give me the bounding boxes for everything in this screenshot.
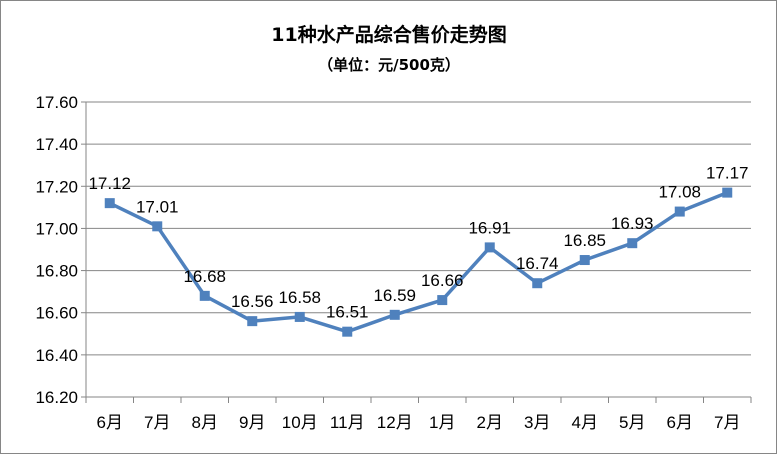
data-label: 16.66 — [421, 271, 464, 290]
data-label: 16.59 — [373, 286, 416, 305]
x-tick-label: 10月 — [282, 413, 318, 432]
y-tick-label: 17.20 — [35, 177, 78, 196]
data-point — [389, 309, 400, 320]
gridlines — [86, 101, 751, 356]
data-label: 16.91 — [468, 218, 511, 237]
x-tick-label: 7月 — [144, 413, 170, 432]
x-tick-label: 5月 — [619, 413, 645, 432]
x-tick-label: 4月 — [572, 413, 598, 432]
data-label: 17.01 — [136, 197, 179, 216]
y-tick-label: 16.60 — [35, 304, 78, 323]
data-point — [627, 238, 638, 249]
y-tick-label: 17.40 — [35, 135, 78, 154]
x-tick-label: 6月 — [667, 413, 693, 432]
y-tick-label: 17.60 — [35, 93, 78, 112]
data-point — [294, 311, 305, 322]
chart-title: 11种水产品综合售价走势图 — [271, 23, 506, 46]
data-label: 17.08 — [658, 183, 701, 202]
data-point — [579, 255, 590, 266]
data-label: 16.93 — [611, 214, 654, 233]
data-point — [104, 198, 115, 209]
x-tick-label: 9月 — [239, 413, 265, 432]
data-point — [674, 206, 685, 217]
x-tick-label: 1月 — [429, 413, 455, 432]
data-point — [247, 316, 258, 327]
y-tick-label: 17.00 — [35, 219, 78, 238]
data-label: 17.12 — [88, 174, 131, 193]
data-label: 17.17 — [706, 164, 749, 183]
axes — [81, 101, 752, 403]
chart-subtitle: （单位：元/500克） — [318, 56, 460, 74]
series-line — [108, 190, 728, 334]
series — [104, 187, 733, 337]
x-tick-label: 7月 — [714, 413, 740, 432]
x-tick-labels: 6月 7月 8月 9月 10月 11月 12月 1月 2月 3月 4月 5月 6月 7月 — [97, 413, 741, 432]
y-tick-label: 16.40 — [35, 346, 78, 365]
y-tick-label: 16.80 — [35, 262, 78, 281]
data-point — [342, 326, 353, 337]
x-tick-label: 6月 — [97, 413, 123, 432]
x-tick-label: 8月 — [192, 413, 218, 432]
data-label: 16.51 — [326, 303, 369, 322]
x-tick-label: 3月 — [524, 413, 550, 432]
data-point — [722, 187, 733, 198]
data-point — [437, 295, 448, 306]
data-point — [532, 278, 543, 289]
data-label: 16.56 — [231, 292, 274, 311]
x-tick-label: 12月 — [377, 413, 413, 432]
x-tick-label: 11月 — [330, 413, 365, 432]
data-point — [199, 290, 210, 301]
y-tick-labels: 16.20 16.40 16.60 16.80 17.00 17.20 17.40 17.60 — [35, 93, 78, 407]
data-label: 16.85 — [563, 231, 606, 250]
data-point — [152, 221, 163, 232]
y-tick-label: 16.20 — [35, 388, 78, 407]
x-tick-label: 2月 — [477, 413, 503, 432]
data-label: 16.58 — [278, 288, 321, 307]
data-label: 16.68 — [183, 267, 226, 286]
data-label: 16.74 — [516, 254, 559, 273]
data-point — [484, 242, 495, 253]
